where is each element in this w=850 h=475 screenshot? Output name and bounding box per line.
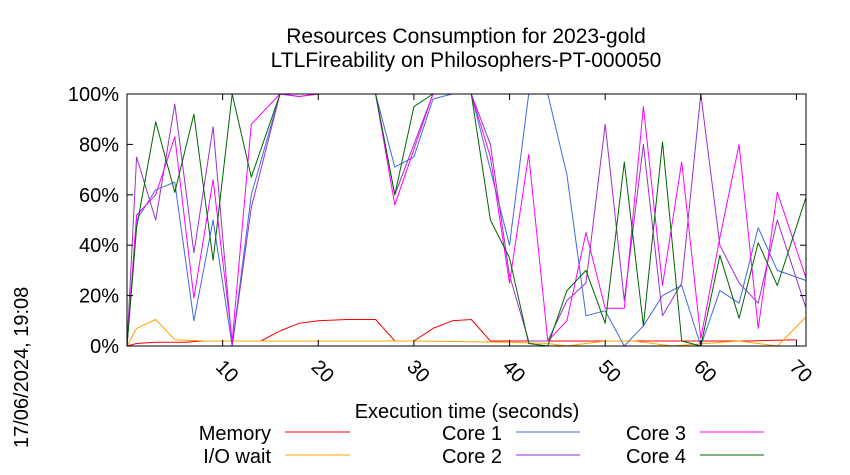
x-tick-label: 50 bbox=[594, 356, 625, 387]
legend-label-core-1: Core 1 bbox=[442, 423, 502, 445]
legend-label-i-o-wait: I/O wait bbox=[203, 446, 271, 468]
series-lines bbox=[126, 93, 807, 347]
y-tick-label: 40% bbox=[79, 235, 119, 257]
series-line-core-4 bbox=[126, 93, 807, 347]
x-tick-label: 60 bbox=[689, 356, 720, 387]
timestamp-label: 17/06/2024, 19:08 bbox=[11, 287, 33, 448]
legend-label-memory: Memory bbox=[199, 423, 271, 445]
legend-label-core-3: Core 3 bbox=[626, 423, 686, 445]
y-tick-label: 60% bbox=[79, 185, 119, 207]
x-axis-label: Execution time (seconds) bbox=[355, 401, 580, 423]
y-tick-label: 20% bbox=[79, 286, 119, 308]
y-tick-label: 100% bbox=[68, 84, 119, 106]
series-line-core-3 bbox=[126, 93, 807, 347]
x-tick-label: 40 bbox=[498, 356, 529, 387]
legend-label-core-4: Core 4 bbox=[626, 446, 686, 468]
legend-label-core-2: Core 2 bbox=[442, 446, 502, 468]
x-tick-label: 70 bbox=[785, 356, 816, 387]
x-tick-label: 10 bbox=[211, 356, 242, 387]
y-axis-ticks: 0% 20% 40% 60% 80% 100% bbox=[68, 84, 806, 358]
plot-frame bbox=[126, 93, 807, 347]
x-tick-label: 20 bbox=[307, 356, 338, 387]
y-tick-label: 0% bbox=[90, 336, 119, 358]
y-tick-label: 80% bbox=[79, 134, 119, 156]
chart-title-line-1: Resources Consumption for 2023-gold bbox=[286, 25, 646, 48]
x-axis-ticks: 10 20 30 40 50 60 70 bbox=[211, 94, 816, 387]
chart-title-line-2: LTLFireability on Philosophers-PT-000050 bbox=[271, 49, 662, 72]
x-tick-label: 30 bbox=[402, 356, 433, 387]
series-line-core-2 bbox=[126, 93, 807, 347]
